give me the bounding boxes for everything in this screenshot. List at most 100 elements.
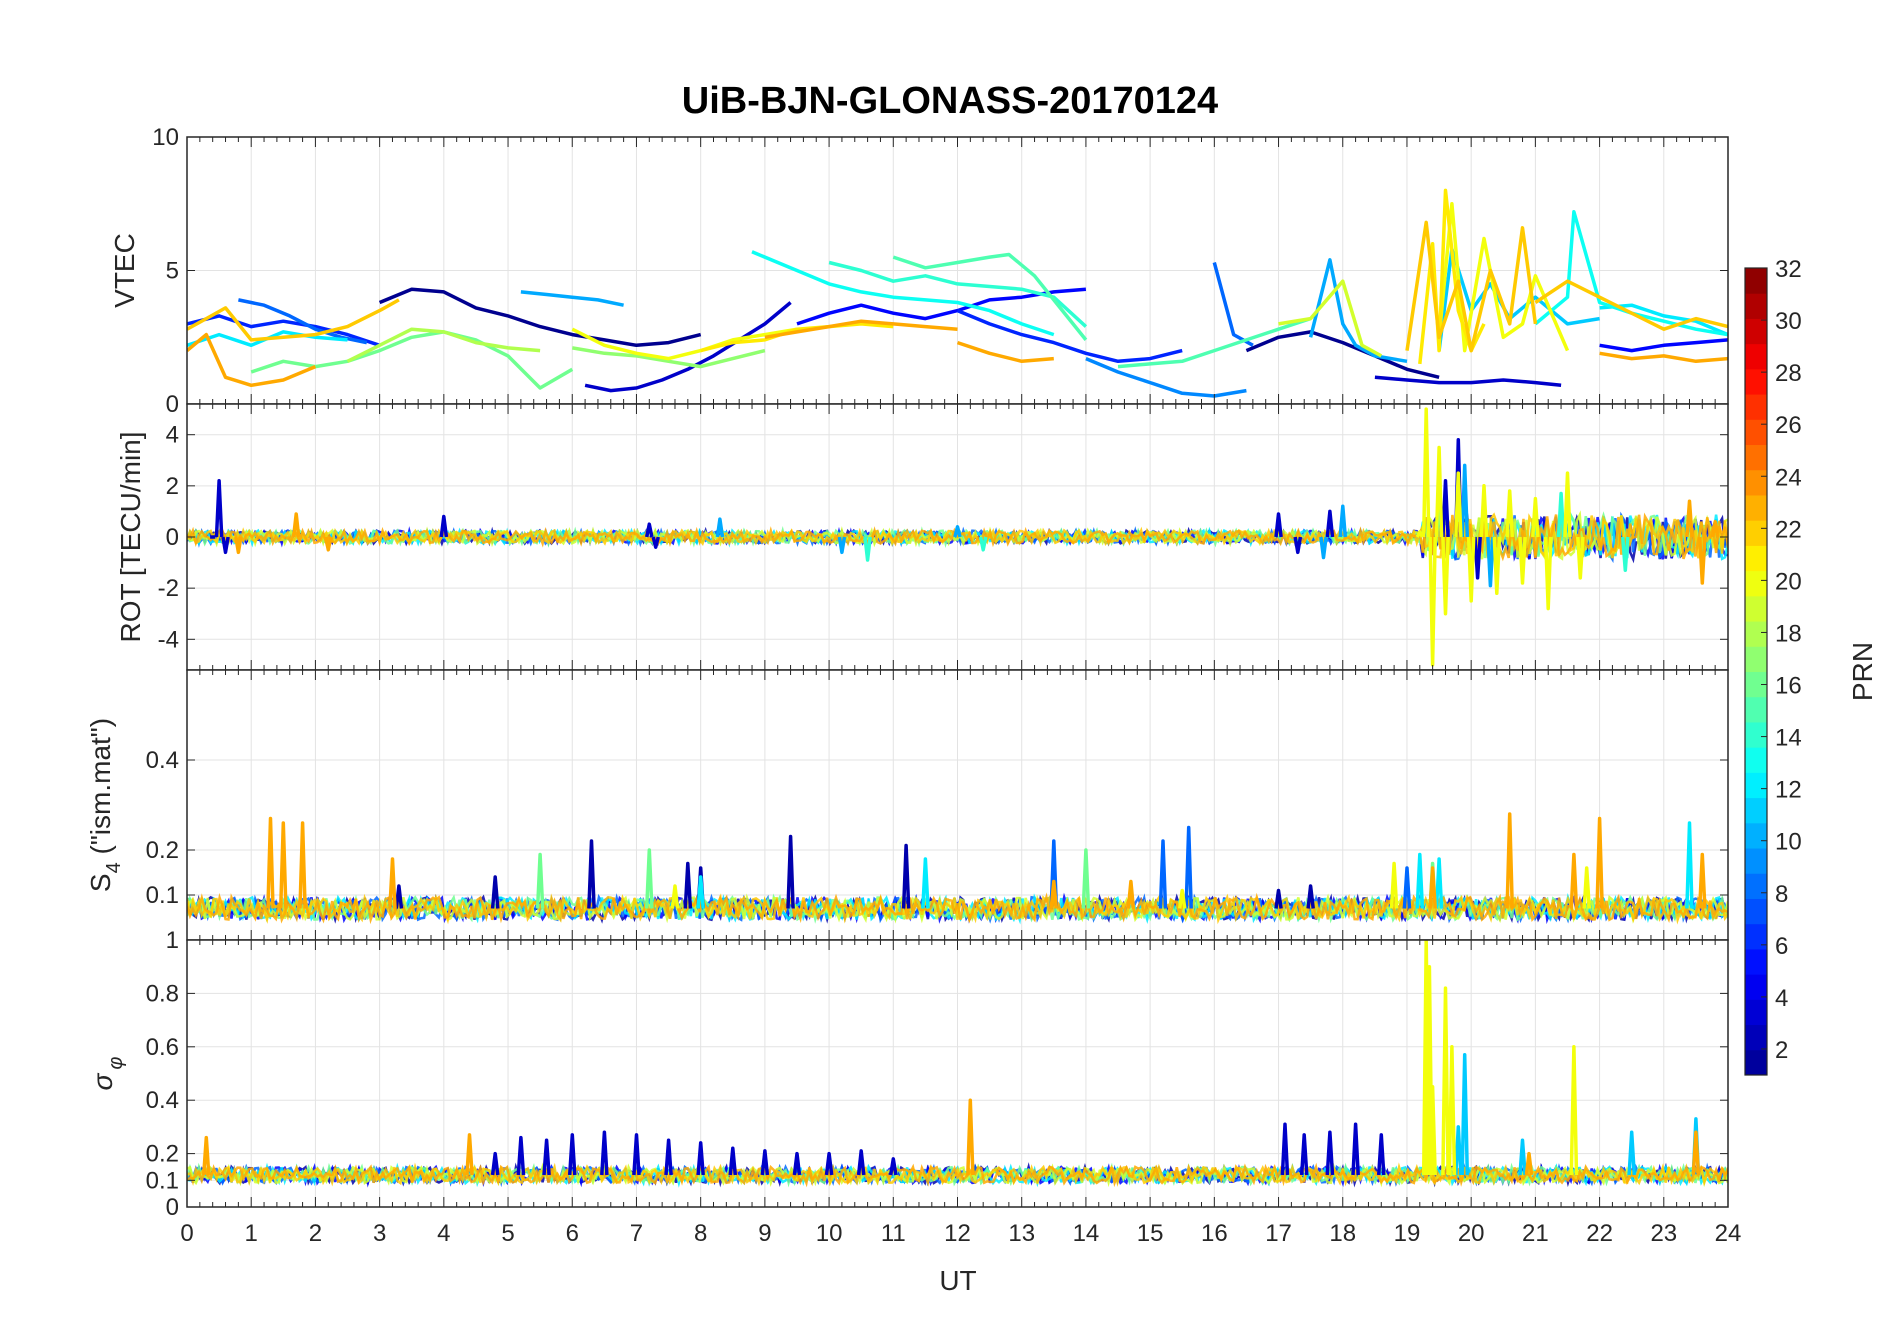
y-tick-label: 0.8: [146, 980, 179, 1007]
x-tick-label: 9: [758, 1220, 771, 1247]
colorbar-tick-label: 14: [1775, 725, 1802, 752]
colorbar-cell: [1745, 368, 1767, 395]
panel-3: 0.1 0.2 0.4 S4 ("ism.mat"): [85, 669, 1729, 941]
y-axis-label: ROT [TECU/min]: [115, 431, 146, 642]
colorbar-tick-label: 22: [1775, 516, 1802, 543]
series-prn-8: [1049, 825, 1412, 909]
series-prn-1: [1245, 330, 1440, 379]
noise-trace: [187, 1162, 1728, 1187]
colorbar-cell: [1745, 595, 1767, 622]
y-tick-label: 0.2: [146, 1141, 179, 1168]
series-prn-20: [1415, 407, 1585, 667]
series-prn-2: [394, 834, 1315, 909]
x-tick-label: 3: [373, 1220, 386, 1247]
colorbar-cell: [1745, 873, 1767, 899]
y-axis-label: σφ: [87, 1057, 127, 1091]
series-prn-11: [1454, 1053, 1701, 1176]
series-prn-17: [572, 346, 766, 369]
x-ticks: [186, 137, 1729, 404]
colorbar-tick-label: 16: [1775, 673, 1802, 700]
x-tick-label: 4: [437, 1220, 450, 1247]
series-prn-20: [571, 327, 798, 361]
colorbar-tick-label: 12: [1775, 777, 1802, 804]
x-tick-label: 23: [1650, 1220, 1677, 1247]
colorbar-cell: [1745, 822, 1767, 849]
y-tick-label: 1: [166, 927, 179, 954]
series-prn-10: [715, 463, 1495, 588]
y-tick-label: 0.4: [146, 1087, 179, 1114]
x-ticks: [186, 940, 1729, 1207]
x-tick-label: 21: [1522, 1220, 1549, 1247]
series-prn-6: [187, 314, 381, 347]
colorbar-cell: [1745, 923, 1767, 950]
colorbar-cell: [1745, 394, 1767, 420]
x-tick-label: 13: [1008, 1220, 1035, 1247]
y-axis-label: VTEC: [109, 233, 140, 308]
x-tick-label: 20: [1458, 1220, 1485, 1247]
colorbar-cell: [1745, 1024, 1767, 1051]
series-prn-20: [1437, 202, 1570, 353]
colorbar-tick-label: 6: [1775, 933, 1788, 960]
colorbar-cell: [1745, 772, 1767, 799]
colorbar-cell: [1745, 268, 1767, 294]
series-prn-23: [764, 319, 958, 340]
x-tick-label: 5: [501, 1220, 514, 1247]
series-prn-10: [520, 290, 624, 307]
x-tick-label: 11: [881, 1220, 906, 1247]
x-ticks: [186, 670, 1729, 940]
x-tick-label: 22: [1586, 1220, 1613, 1247]
x-tick-label: 12: [944, 1220, 971, 1247]
noise-trace: [187, 512, 1728, 562]
noise-trace: [187, 892, 1728, 925]
series-prn-22: [1534, 279, 1728, 331]
series-prn-3: [1374, 375, 1562, 388]
colorbar-tick-label: 4: [1775, 985, 1788, 1012]
y-tick-label: 10: [152, 124, 179, 151]
series-prn-15: [892, 252, 1088, 341]
y-tick-label: 0.1: [146, 882, 179, 909]
x-tick-label: 1: [245, 1220, 258, 1247]
y-tick-label: 0: [166, 1194, 179, 1221]
series-prn-20: [670, 861, 1592, 909]
series-prn-6: [956, 308, 1183, 364]
y-tick-label: 0.4: [146, 747, 179, 774]
series-group: [187, 812, 1728, 925]
panel-2: -4 -2 0 2 4 ROT [TECU/min]: [115, 403, 1729, 671]
x-tick-label: 24: [1715, 1220, 1742, 1247]
series-prn-23: [187, 332, 317, 388]
series-group: [187, 188, 1728, 398]
series-prn-13: [751, 250, 1055, 337]
colorbar-tick-label: 24: [1775, 464, 1802, 491]
x-tick-label: 10: [816, 1220, 843, 1247]
x-tick-label: 14: [1073, 1220, 1100, 1247]
colorbar-frame: [1744, 267, 1768, 1076]
colorbar-cell: [1745, 419, 1767, 446]
x-tick-label: 18: [1329, 1220, 1356, 1247]
series-prn-3: [1280, 1122, 1386, 1176]
colorbar-cell: [1745, 293, 1767, 319]
series-prn-8: [1212, 262, 1254, 347]
colorbar-label: PRN: [1847, 642, 1878, 701]
y-tick-label: 0.6: [146, 1034, 179, 1061]
series-prn-22: [187, 298, 400, 342]
colorbar-cell: [1745, 696, 1767, 723]
y-tick-label: 5: [166, 258, 179, 285]
colorbar-cell: [1745, 570, 1767, 597]
series-prn-23: [266, 812, 1707, 909]
series-prn-12: [696, 821, 1694, 909]
colorbar-cell: [1745, 999, 1767, 1026]
colorbar-cell: [1745, 671, 1767, 698]
colorbar-cell: [1745, 318, 1767, 345]
x-tick-label: 2: [309, 1220, 322, 1247]
series-prn-16: [250, 330, 574, 390]
colorbar-cell: [1745, 721, 1767, 748]
colorbar-tick-label: 32: [1775, 256, 1802, 283]
colorbar-cell: [1745, 1049, 1767, 1076]
colorbar-cell: [1745, 343, 1767, 370]
y-tick-label: -4: [158, 626, 179, 653]
series-prn-23: [1599, 351, 1728, 364]
y-axis-label: S4 ("ism.mat"): [85, 718, 125, 892]
x-tick-label: 16: [1201, 1220, 1228, 1247]
x-tick-label: 15: [1137, 1220, 1164, 1247]
